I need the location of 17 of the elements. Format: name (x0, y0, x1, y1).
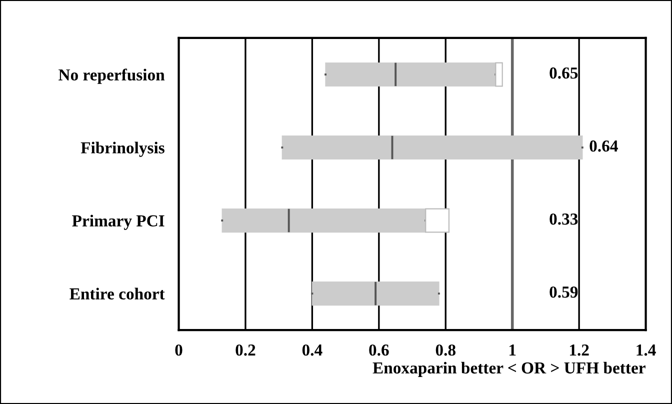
x-tick-label: 0.4 (302, 344, 322, 356)
x-tick-label: 1 (510, 344, 516, 356)
x-axis-title: Enoxaparin better < OR > UFH better (372, 362, 646, 377)
y-tick-label: Fibrinolysis (80, 142, 164, 157)
y-tick-label: No reperfusion (58, 68, 165, 84)
x-tick-label: 1.2 (570, 344, 589, 356)
annotation: 0.33 (550, 213, 578, 225)
x-tick-label: 0.8 (436, 344, 456, 356)
x-tick-label: 0.2 (236, 344, 256, 356)
x-tick-label: 0.6 (369, 344, 389, 356)
annotation: 0.59 (550, 286, 578, 298)
x-tick-label: 0 (175, 344, 182, 356)
y-tick-label: Primary PCI (72, 214, 164, 230)
y-tick-label: Entire cohort (70, 288, 165, 300)
x-tick-label: 1.4 (636, 344, 656, 356)
annotation: 0.65 (550, 67, 578, 79)
annotation: 0.64 (590, 140, 618, 152)
